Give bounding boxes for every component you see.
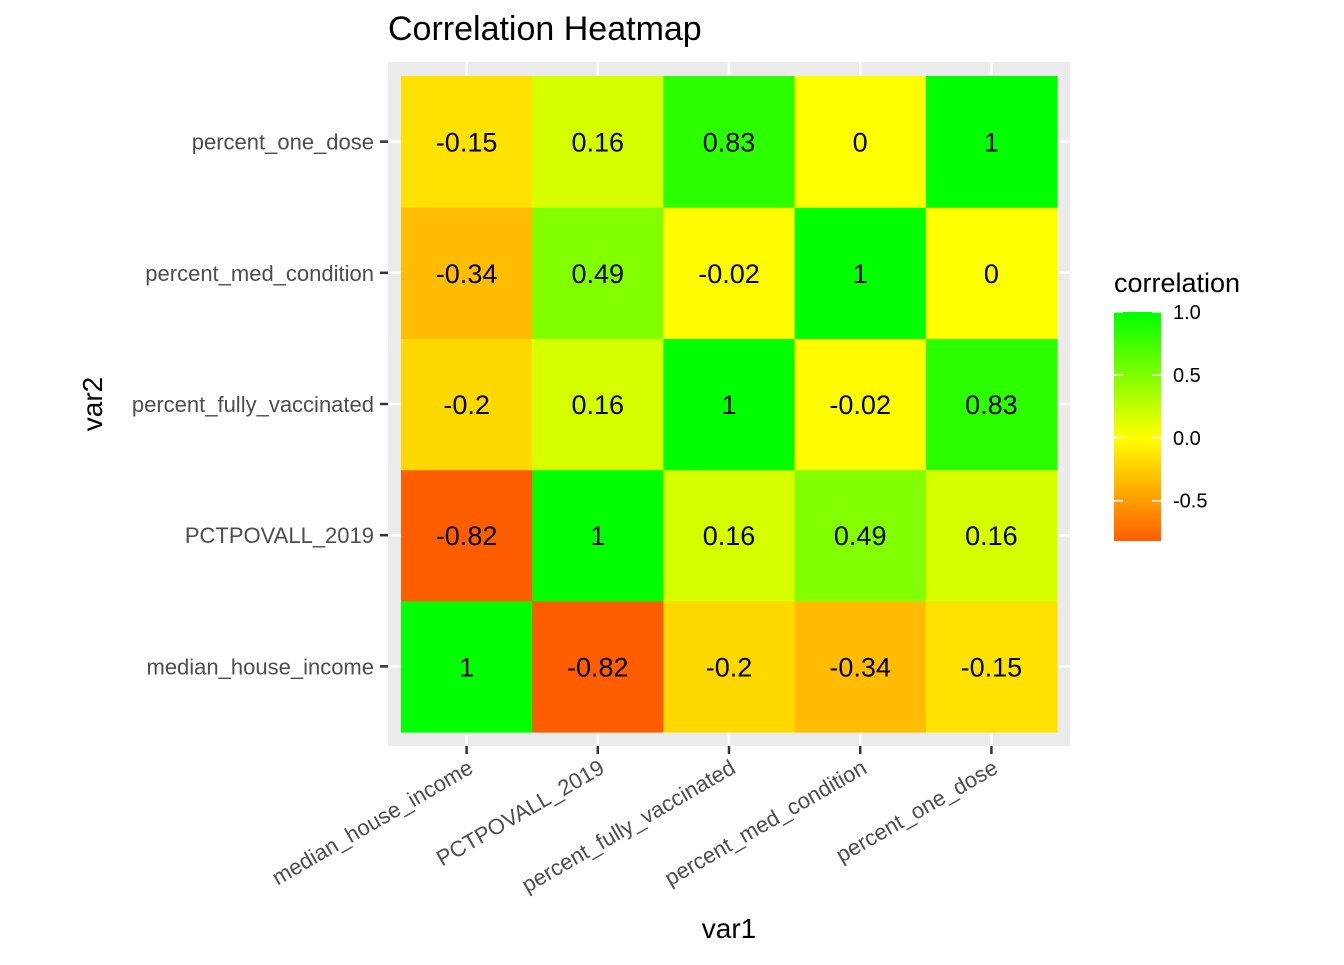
legend-ticks: 1.0 0.5 0.0 -0.5: [1114, 302, 1207, 513]
cell-label-percent-fully-vaccinated-percent-med-condition: -0.02: [698, 259, 760, 289]
heatmap-cell-percent-fully-vaccinated-pctpovall-2019: [663, 469, 796, 602]
legend-tick-label-0: 1.0: [1173, 302, 1201, 324]
heatmap-cell-percent-med-condition-percent-med-condition: [794, 207, 927, 339]
cell-value-labels: 1 -0.82 -0.2 -0.34 -0.15 -0.82 1 0.16 0.49 0.16 -0…: [436, 128, 1022, 683]
color-legend: correlation 1.0 0.5 0.0 -0.5: [1114, 268, 1240, 541]
y-tick-label-percent-med-condition: percent_med_condition: [145, 261, 374, 286]
legend-tick-label-1: 0.5: [1173, 365, 1201, 387]
cell-label-median-house-income-pctpovall-2019: -0.82: [436, 521, 498, 551]
heatmap-cell-percent-med-condition-median-house-income: [794, 600, 927, 733]
heatmap-cell-percent-one-dose-pctpovall-2019: [925, 469, 1058, 602]
y-tick-label-percent-fully-vaccinated: percent_fully_vaccinated: [132, 392, 374, 417]
cell-label-pctpovall-2019-percent-one-dose: 0.16: [572, 128, 625, 158]
heatmap-cell-percent-fully-vaccinated-percent-fully-vaccinated: [663, 338, 796, 471]
heatmap-cell-pctpovall-2019-percent-fully-vaccinated: [532, 338, 664, 471]
cell-label-percent-med-condition-pctpovall-2019: 0.49: [834, 521, 887, 551]
cell-label-percent-med-condition-median-house-income: -0.34: [829, 652, 891, 682]
heatmap-cell-percent-med-condition-pctpovall-2019: [794, 469, 927, 602]
heatmap-cell-median-house-income-percent-one-dose: [401, 76, 533, 208]
heatmap-cell-median-house-income-pctpovall-2019: [401, 469, 533, 602]
cell-label-pctpovall-2019-pctpovall-2019: 1: [590, 521, 605, 551]
legend-title: correlation: [1114, 268, 1240, 298]
cell-label-median-house-income-percent-one-dose: -0.15: [436, 128, 498, 158]
heatmap-cells: [401, 76, 1058, 733]
heatmap-cell-percent-fully-vaccinated-percent-med-condition: [663, 207, 796, 339]
cell-label-pctpovall-2019-median-house-income: -0.82: [567, 652, 629, 682]
cell-label-pctpovall-2019-percent-fully-vaccinated: 0.16: [572, 390, 625, 420]
heatmap-cell-percent-one-dose-median-house-income: [925, 600, 1058, 733]
heatmap-cell-percent-fully-vaccinated-percent-one-dose: [663, 76, 796, 208]
y-axis: median_house_income PCTPOVALL_2019 percent…: [132, 130, 388, 679]
heatmap-cell-median-house-income-median-house-income: [401, 600, 533, 733]
heatmap-cell-percent-one-dose-percent-fully-vaccinated: [925, 338, 1058, 471]
cell-label-percent-med-condition-percent-one-dose: 0: [853, 128, 868, 158]
heatmap-cell-pctpovall-2019-median-house-income: [532, 600, 664, 733]
legend-tick-label-3: -0.5: [1173, 491, 1207, 513]
cell-label-median-house-income-median-house-income: 1: [459, 652, 474, 682]
legend-tick-label-2: 0.0: [1173, 428, 1201, 450]
cell-label-percent-one-dose-percent-fully-vaccinated: 0.83: [965, 390, 1018, 420]
cell-label-percent-med-condition-percent-fully-vaccinated: -0.02: [829, 390, 891, 420]
heatmap-cell-percent-fully-vaccinated-median-house-income: [663, 600, 796, 733]
heatmap-cell-pctpovall-2019-percent-one-dose: [532, 76, 664, 208]
x-axis: median_house_incomePCTPOVALL_2019percent…: [268, 746, 1002, 897]
y-axis-title: var2: [77, 377, 108, 431]
legend-color-bar: [1114, 312, 1161, 541]
cell-label-median-house-income-percent-fully-vaccinated: -0.2: [443, 390, 490, 420]
cell-label-percent-one-dose-pctpovall-2019: 0.16: [965, 521, 1018, 551]
y-tick-label-percent-one-dose: percent_one_dose: [192, 130, 374, 155]
cell-label-percent-fully-vaccinated-median-house-income: -0.2: [706, 652, 753, 682]
cell-label-pctpovall-2019-percent-med-condition: 0.49: [572, 259, 625, 289]
heatmap-cell-percent-one-dose-percent-med-condition: [925, 207, 1058, 339]
cell-label-percent-fully-vaccinated-pctpovall-2019: 0.16: [703, 521, 756, 551]
heatmap-cell-percent-med-condition-percent-one-dose: [794, 76, 927, 208]
heatmap-cell-median-house-income-percent-fully-vaccinated: [401, 338, 533, 471]
heatmap-cell-percent-med-condition-percent-fully-vaccinated: [794, 338, 927, 471]
cell-label-percent-fully-vaccinated-percent-fully-vaccinated: 1: [721, 390, 736, 420]
x-axis-title: var1: [702, 913, 756, 944]
heatmap-cell-pctpovall-2019-percent-med-condition: [532, 207, 664, 339]
y-tick-label-pctpovall-2019: PCTPOVALL_2019: [185, 523, 374, 548]
y-tick-label-median-house-income: median_house_income: [147, 654, 375, 679]
heatmap-cell-pctpovall-2019-pctpovall-2019: [532, 469, 664, 602]
x-tick-label-percent-fully-vaccinated: percent_fully_vaccinated: [517, 755, 739, 898]
cell-label-median-house-income-percent-med-condition: -0.34: [436, 259, 498, 289]
cell-label-percent-one-dose-median-house-income: -0.15: [961, 652, 1023, 682]
cell-label-percent-med-condition-percent-med-condition: 1: [853, 259, 868, 289]
cell-label-percent-one-dose-percent-one-dose: 1: [984, 128, 999, 158]
cell-label-percent-one-dose-percent-med-condition: 0: [984, 259, 999, 289]
heatmap-cell-median-house-income-percent-med-condition: [401, 207, 533, 339]
cell-label-percent-fully-vaccinated-percent-one-dose: 0.83: [703, 128, 756, 158]
heatmap-cell-percent-one-dose-percent-one-dose: [925, 76, 1058, 208]
chart-title: Correlation Heatmap: [388, 10, 702, 48]
